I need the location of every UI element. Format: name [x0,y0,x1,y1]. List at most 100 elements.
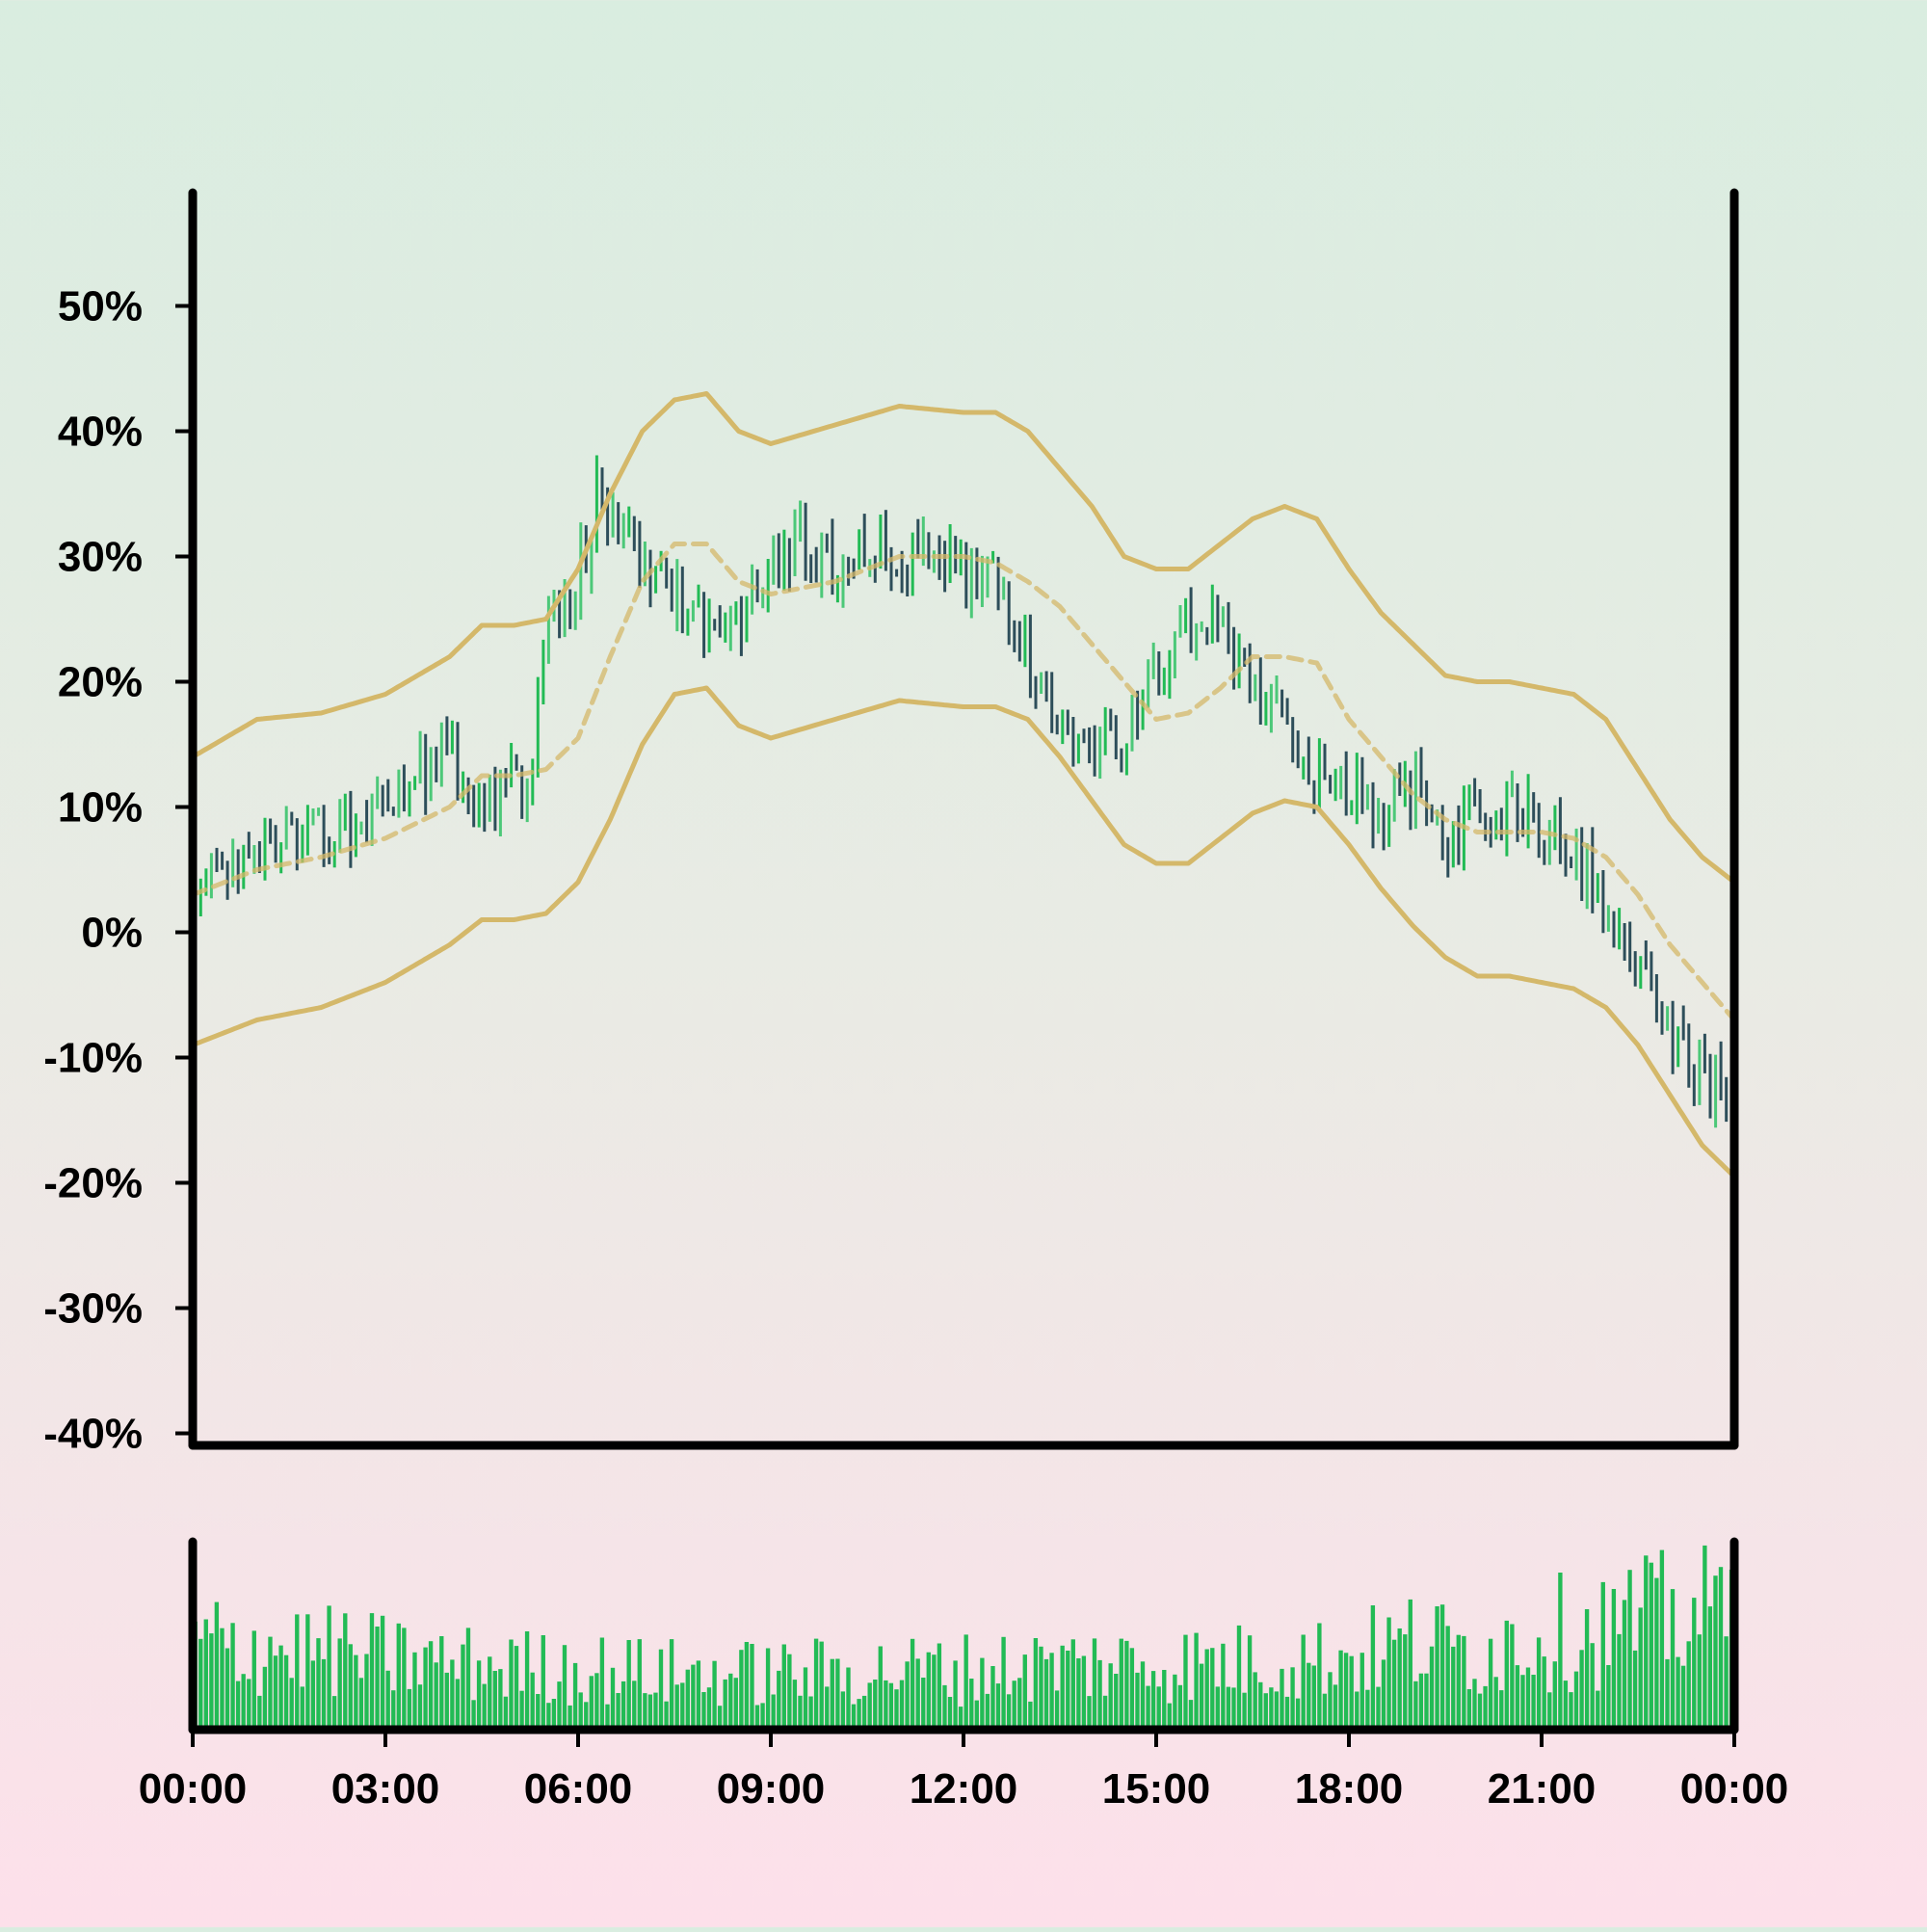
volume-bar [744,1642,750,1730]
volume-bar [1215,1686,1220,1730]
volume-bar [728,1673,733,1730]
volume-bar [476,1660,482,1730]
volume-bar [1391,1639,1397,1730]
volume-bar [568,1705,572,1730]
volume-bar [1183,1634,1188,1730]
volume-bar [733,1678,738,1730]
volume-bar [327,1605,331,1730]
volume-bar [1504,1620,1509,1730]
volume-bar [412,1652,417,1730]
volume-bar [1596,1690,1600,1730]
volume-bar [455,1679,461,1730]
volume-bar [1087,1696,1092,1730]
volume-bar [1552,1661,1557,1730]
volume-bar [1349,1655,1354,1730]
volume-bar [1644,1555,1649,1730]
volume-bar [632,1681,637,1730]
volume-bar [1119,1638,1123,1730]
volume-bar [321,1658,327,1730]
volume-bar [417,1684,423,1730]
volume-bar [1162,1670,1167,1730]
volume-bar [653,1692,658,1730]
volume-bar [620,1681,626,1730]
volume-bar [488,1656,492,1730]
volume-bar [861,1695,867,1730]
volume-bar [888,1682,894,1730]
price-plot [190,391,1737,1179]
volume-bar [937,1643,942,1730]
volume-bar [1066,1651,1070,1730]
volume-bar [343,1613,348,1730]
volume-bar [1049,1653,1054,1730]
volume-bar [964,1634,968,1730]
volume-bar [1231,1687,1236,1730]
volume-bar [685,1669,690,1730]
volume-bar [953,1660,958,1730]
x-tick-label: 00:00 [1680,1765,1789,1813]
volume-bar [1210,1648,1215,1730]
x-tick-label: 15:00 [1102,1765,1211,1813]
volume-bar [1328,1672,1333,1730]
y-tick-label: -40% [43,1411,143,1458]
volume-bar [1520,1675,1525,1730]
volume-bar [375,1627,380,1730]
volume-bar [1536,1637,1542,1730]
volume-bar [1263,1693,1268,1730]
volume-bar [1012,1681,1016,1730]
volume-bar [1054,1690,1060,1730]
volume-bar [830,1658,834,1730]
volume-bar [1617,1633,1622,1730]
volume-bar [798,1695,803,1730]
volume-bar [337,1638,342,1730]
volume-bar [1488,1638,1493,1730]
volume-bar [1114,1674,1119,1730]
volume-bar [524,1631,530,1730]
volume-bar [1456,1634,1461,1730]
volume-bar [1001,1636,1006,1730]
volume-bar [1381,1659,1386,1730]
volume-bar [1156,1686,1161,1730]
volume-bar [1370,1605,1376,1730]
y-tick-label: -20% [43,1160,143,1207]
volume-bar [1108,1663,1113,1730]
volume-bar [1606,1665,1611,1730]
volume-bar [1525,1667,1531,1730]
volume-bar [610,1667,616,1730]
volume-bar [428,1641,434,1730]
middle-band-line [190,542,1737,1022]
volume-bar [910,1638,915,1730]
x-tick-label: 03:00 [331,1765,440,1813]
volume-bar [781,1644,786,1730]
volume-bar [444,1672,449,1730]
volume-bar [209,1633,214,1730]
volume-bar [990,1666,995,1730]
volume-bar [1670,1589,1676,1730]
volume-bar [407,1688,412,1730]
volume-bar [519,1690,524,1730]
volume-bar [241,1674,246,1730]
volume-bar [492,1671,497,1730]
volume-bar [224,1648,230,1730]
volume-bar [1569,1692,1573,1730]
volume-bar [439,1636,444,1730]
volume-bar [1043,1658,1049,1730]
volume-bar [696,1660,701,1730]
y-tick-label: -30% [43,1285,143,1333]
volume-bar [921,1678,926,1730]
volume-bar [1284,1696,1290,1730]
volume-bar [905,1661,910,1730]
volume-bar [1510,1624,1515,1730]
volume-bar [354,1654,358,1730]
volume-bar [1573,1671,1579,1730]
volume-bar [1333,1684,1338,1730]
volume-bar [1280,1668,1284,1730]
volume-bar [1632,1650,1638,1730]
volume-bar [771,1694,776,1730]
volume-bar [899,1680,905,1730]
volume-bar [1173,1674,1177,1730]
volume-bar [1076,1658,1081,1730]
volume-bar [819,1641,824,1730]
volume-bar [1247,1635,1253,1730]
volume-bar [530,1672,535,1730]
